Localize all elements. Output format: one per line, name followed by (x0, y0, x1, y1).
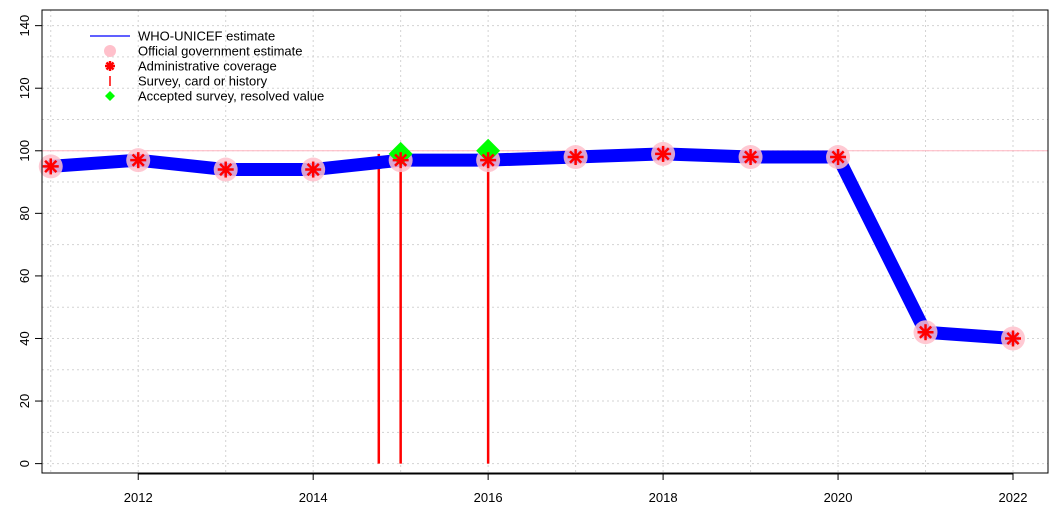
y-tick-label: 0 (17, 460, 32, 467)
legend-label: WHO-UNICEF estimate (138, 29, 275, 44)
x-tick-label: 2022 (999, 490, 1028, 505)
axes: 2012 2014 2016 2018 2020 2022 0 20 40 60 80 100 120 1… (17, 15, 1027, 505)
administrative-coverage-point (130, 152, 147, 169)
legend-label: Accepted survey, resolved value (138, 89, 324, 104)
administrative-coverage-point (217, 161, 234, 178)
administrative-coverage-point (655, 145, 672, 162)
who-unicef-estimate-line (44, 147, 1020, 345)
administrative-coverage-point (742, 149, 759, 166)
y-tick-label: 80 (17, 206, 32, 220)
y-tick-label: 40 (17, 331, 32, 345)
administrative-coverage-point (480, 152, 497, 169)
y-tick-label: 140 (17, 15, 32, 37)
legend-asterisk-icon (105, 61, 115, 71)
x-tick-label: 2014 (299, 490, 328, 505)
administrative-coverage-point (1005, 330, 1022, 347)
administrative-coverage-point (305, 161, 322, 178)
administrative-coverage-point (567, 149, 584, 166)
x-tick-label: 2020 (824, 490, 853, 505)
y-tick-label: 120 (17, 77, 32, 99)
administrative-coverage-point (830, 149, 847, 166)
data-marks (38, 138, 1026, 464)
x-tick-label: 2016 (474, 490, 503, 505)
legend-circle-icon (104, 45, 116, 57)
legend-label: Administrative coverage (138, 59, 277, 74)
plot-frame (41, 9, 1049, 474)
y-tick-label: 60 (17, 269, 32, 283)
administrative-coverage-point (42, 158, 59, 175)
x-tick-label: 2018 (649, 490, 678, 505)
administrative-coverage-point (392, 152, 409, 169)
administrative-coverage-point (917, 324, 934, 341)
y-tick-label: 20 (17, 394, 32, 408)
legend-label: Official government estimate (138, 44, 303, 59)
legend-diamond-icon (105, 91, 115, 101)
x-tick-label: 2012 (124, 490, 153, 505)
y-tick-label: 100 (17, 140, 32, 162)
accepted-survey-point (476, 138, 501, 163)
legend-label: Survey, card or history (138, 74, 268, 89)
